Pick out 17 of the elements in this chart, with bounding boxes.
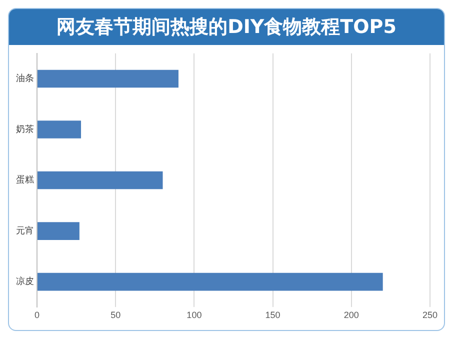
x-tick-label: 100	[186, 310, 202, 320]
x-tick-label: 250	[422, 310, 438, 320]
bar	[38, 222, 80, 240]
y-tick-label: 元宵	[16, 225, 34, 236]
x-tick-label: 150	[265, 310, 280, 320]
bar	[38, 272, 383, 291]
y-tick-label: 油条	[16, 73, 34, 84]
bar	[38, 70, 178, 88]
chart-title: 网友春节期间热搜的DIY食物教程TOP5	[9, 9, 444, 45]
x-tick-label: 200	[344, 310, 359, 320]
x-tick-label: 50	[110, 310, 121, 320]
bar	[38, 120, 82, 138]
y-tick-label: 蛋糕	[16, 174, 34, 186]
y-tick-label: 奶茶	[16, 124, 34, 135]
y-tick-label: 凉皮	[16, 276, 34, 288]
x-tick-label: 0	[34, 310, 40, 320]
bar	[38, 171, 163, 190]
